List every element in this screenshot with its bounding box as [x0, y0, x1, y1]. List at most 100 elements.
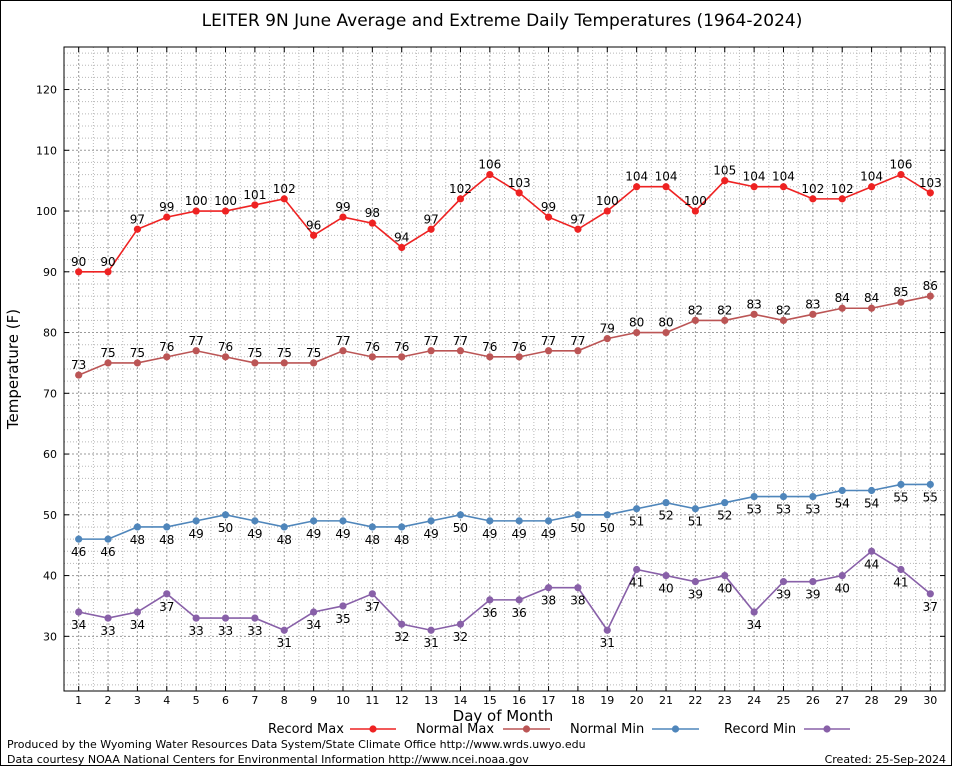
y-tick-label: 120: [36, 84, 57, 97]
record-max-point: [427, 225, 435, 233]
y-tick-label: 90: [43, 266, 57, 279]
normal-max-point: [721, 316, 729, 324]
x-tick-label: 5: [193, 694, 200, 707]
record-min-data-label: 37: [365, 600, 380, 614]
normal-max-point: [221, 353, 230, 361]
x-tick-label: 22: [688, 694, 702, 707]
normal-max-point: [574, 347, 582, 355]
normal-max-data-label: 77: [335, 334, 350, 348]
normal-max-data-label: 84: [835, 291, 850, 305]
normal-min-point: [867, 486, 876, 495]
record-max-point: [574, 225, 582, 233]
normal-min-data-label: 50: [570, 521, 585, 535]
x-tick-label: 28: [865, 694, 879, 707]
record-min-data-label: 32: [453, 630, 468, 644]
legend-marker-record-max: [369, 725, 377, 733]
x-tick-label: 20: [630, 694, 644, 707]
x-tick-label: 14: [453, 694, 467, 707]
x-tick-label: 4: [163, 694, 170, 707]
record-min-point: [251, 614, 259, 622]
x-tick-label: 12: [395, 694, 409, 707]
record-max-data-label: 106: [478, 158, 501, 172]
record-max-data-label: 102: [449, 182, 472, 196]
y-axis-label: Temperature (F): [4, 309, 22, 430]
record-max-point: [251, 201, 259, 209]
normal-max-point: [398, 353, 406, 361]
normal-max-data-label: 77: [541, 334, 556, 348]
normal-min-data-label: 54: [864, 497, 879, 511]
normal-min-line: [78, 483, 931, 540]
normal-max-data-label: 75: [130, 346, 145, 360]
legend-label-record-min: Record Min: [724, 722, 796, 737]
record-min-data-label: 33: [100, 624, 115, 638]
x-tick-label: 1: [75, 694, 82, 707]
normal-min-data-label: 52: [717, 509, 732, 523]
normal-min-point: [339, 517, 347, 525]
normal-min-data-label: 55: [923, 490, 938, 504]
record-max-data-label: 104: [772, 170, 795, 184]
record-min-point: [750, 608, 758, 616]
normal-min-data-label: 54: [835, 497, 850, 511]
normal-max-point: [310, 359, 318, 367]
normal-min-data-label: 48: [277, 533, 292, 547]
normal-min-point: [779, 492, 788, 501]
record-min-data-label: 40: [717, 582, 732, 596]
normal-min-data-label: 50: [600, 521, 615, 535]
normal-min-point: [280, 523, 288, 531]
x-tick-label: 24: [747, 694, 761, 707]
normal-min-point: [515, 517, 523, 525]
record-min-point: [603, 626, 611, 634]
normal-max-data-label: 86: [923, 279, 938, 293]
normal-max-data-label: 76: [365, 340, 380, 354]
record-min-line: [78, 550, 931, 632]
normal-min-data-label: 51: [629, 515, 644, 529]
record-max-data-label: 102: [831, 182, 854, 196]
record-min-point: [310, 608, 318, 616]
record-min-point: [867, 547, 876, 555]
record-max-data-label: 100: [596, 194, 619, 208]
record-min-point: [926, 590, 934, 598]
normal-max-data-label: 75: [277, 346, 292, 360]
normal-min-data-label: 49: [335, 527, 350, 541]
normal-max-point: [339, 347, 347, 355]
normal-min-data-label: 46: [71, 545, 86, 559]
legend-label-normal-max: Normal Max: [416, 722, 494, 737]
record-max-point: [867, 183, 876, 191]
normal-max-data-label: 76: [512, 340, 527, 354]
record-max-point: [809, 195, 817, 203]
x-tick-label: 18: [571, 694, 585, 707]
record-max-data-label: 104: [655, 170, 678, 184]
normal-min-point: [221, 511, 230, 519]
x-tick-label: 6: [222, 694, 229, 707]
record-max-point: [603, 207, 611, 215]
normal-max-data-label: 83: [805, 297, 820, 311]
record-max-point: [515, 189, 523, 197]
normal-min-data-label: 49: [189, 527, 204, 541]
record-min-data-label: 41: [893, 575, 908, 589]
normal-max-data-label: 73: [71, 358, 86, 372]
record-max-point: [221, 207, 230, 215]
normal-min-data-label: 53: [776, 503, 791, 517]
record-max-point: [779, 183, 788, 191]
normal-min-point: [251, 517, 259, 525]
x-tick-label: 27: [835, 694, 849, 707]
series-group: 90 90 97 99 100 100 101 102 96 99 98 94 97 102 106 103 9…: [71, 158, 942, 651]
x-tick-label: 7: [251, 694, 258, 707]
normal-min-data-label: 50: [218, 521, 233, 535]
normal-max-point: [867, 304, 876, 312]
normal-max-data-label: 75: [247, 346, 262, 360]
normal-min-data-label: 49: [247, 527, 262, 541]
record-max-data-label: 90: [100, 255, 115, 269]
record-max-data-label: 104: [743, 170, 766, 184]
record-max-point: [75, 268, 83, 276]
y-tick-label: 30: [43, 630, 57, 643]
normal-max-data-label: 76: [159, 340, 174, 354]
x-tick-label: 19: [600, 694, 614, 707]
record-max-data-label: 101: [243, 188, 266, 202]
legend-label-normal-min: Normal Min: [570, 722, 644, 737]
record-max-data-label: 104: [625, 170, 648, 184]
record-max-point: [691, 207, 699, 215]
